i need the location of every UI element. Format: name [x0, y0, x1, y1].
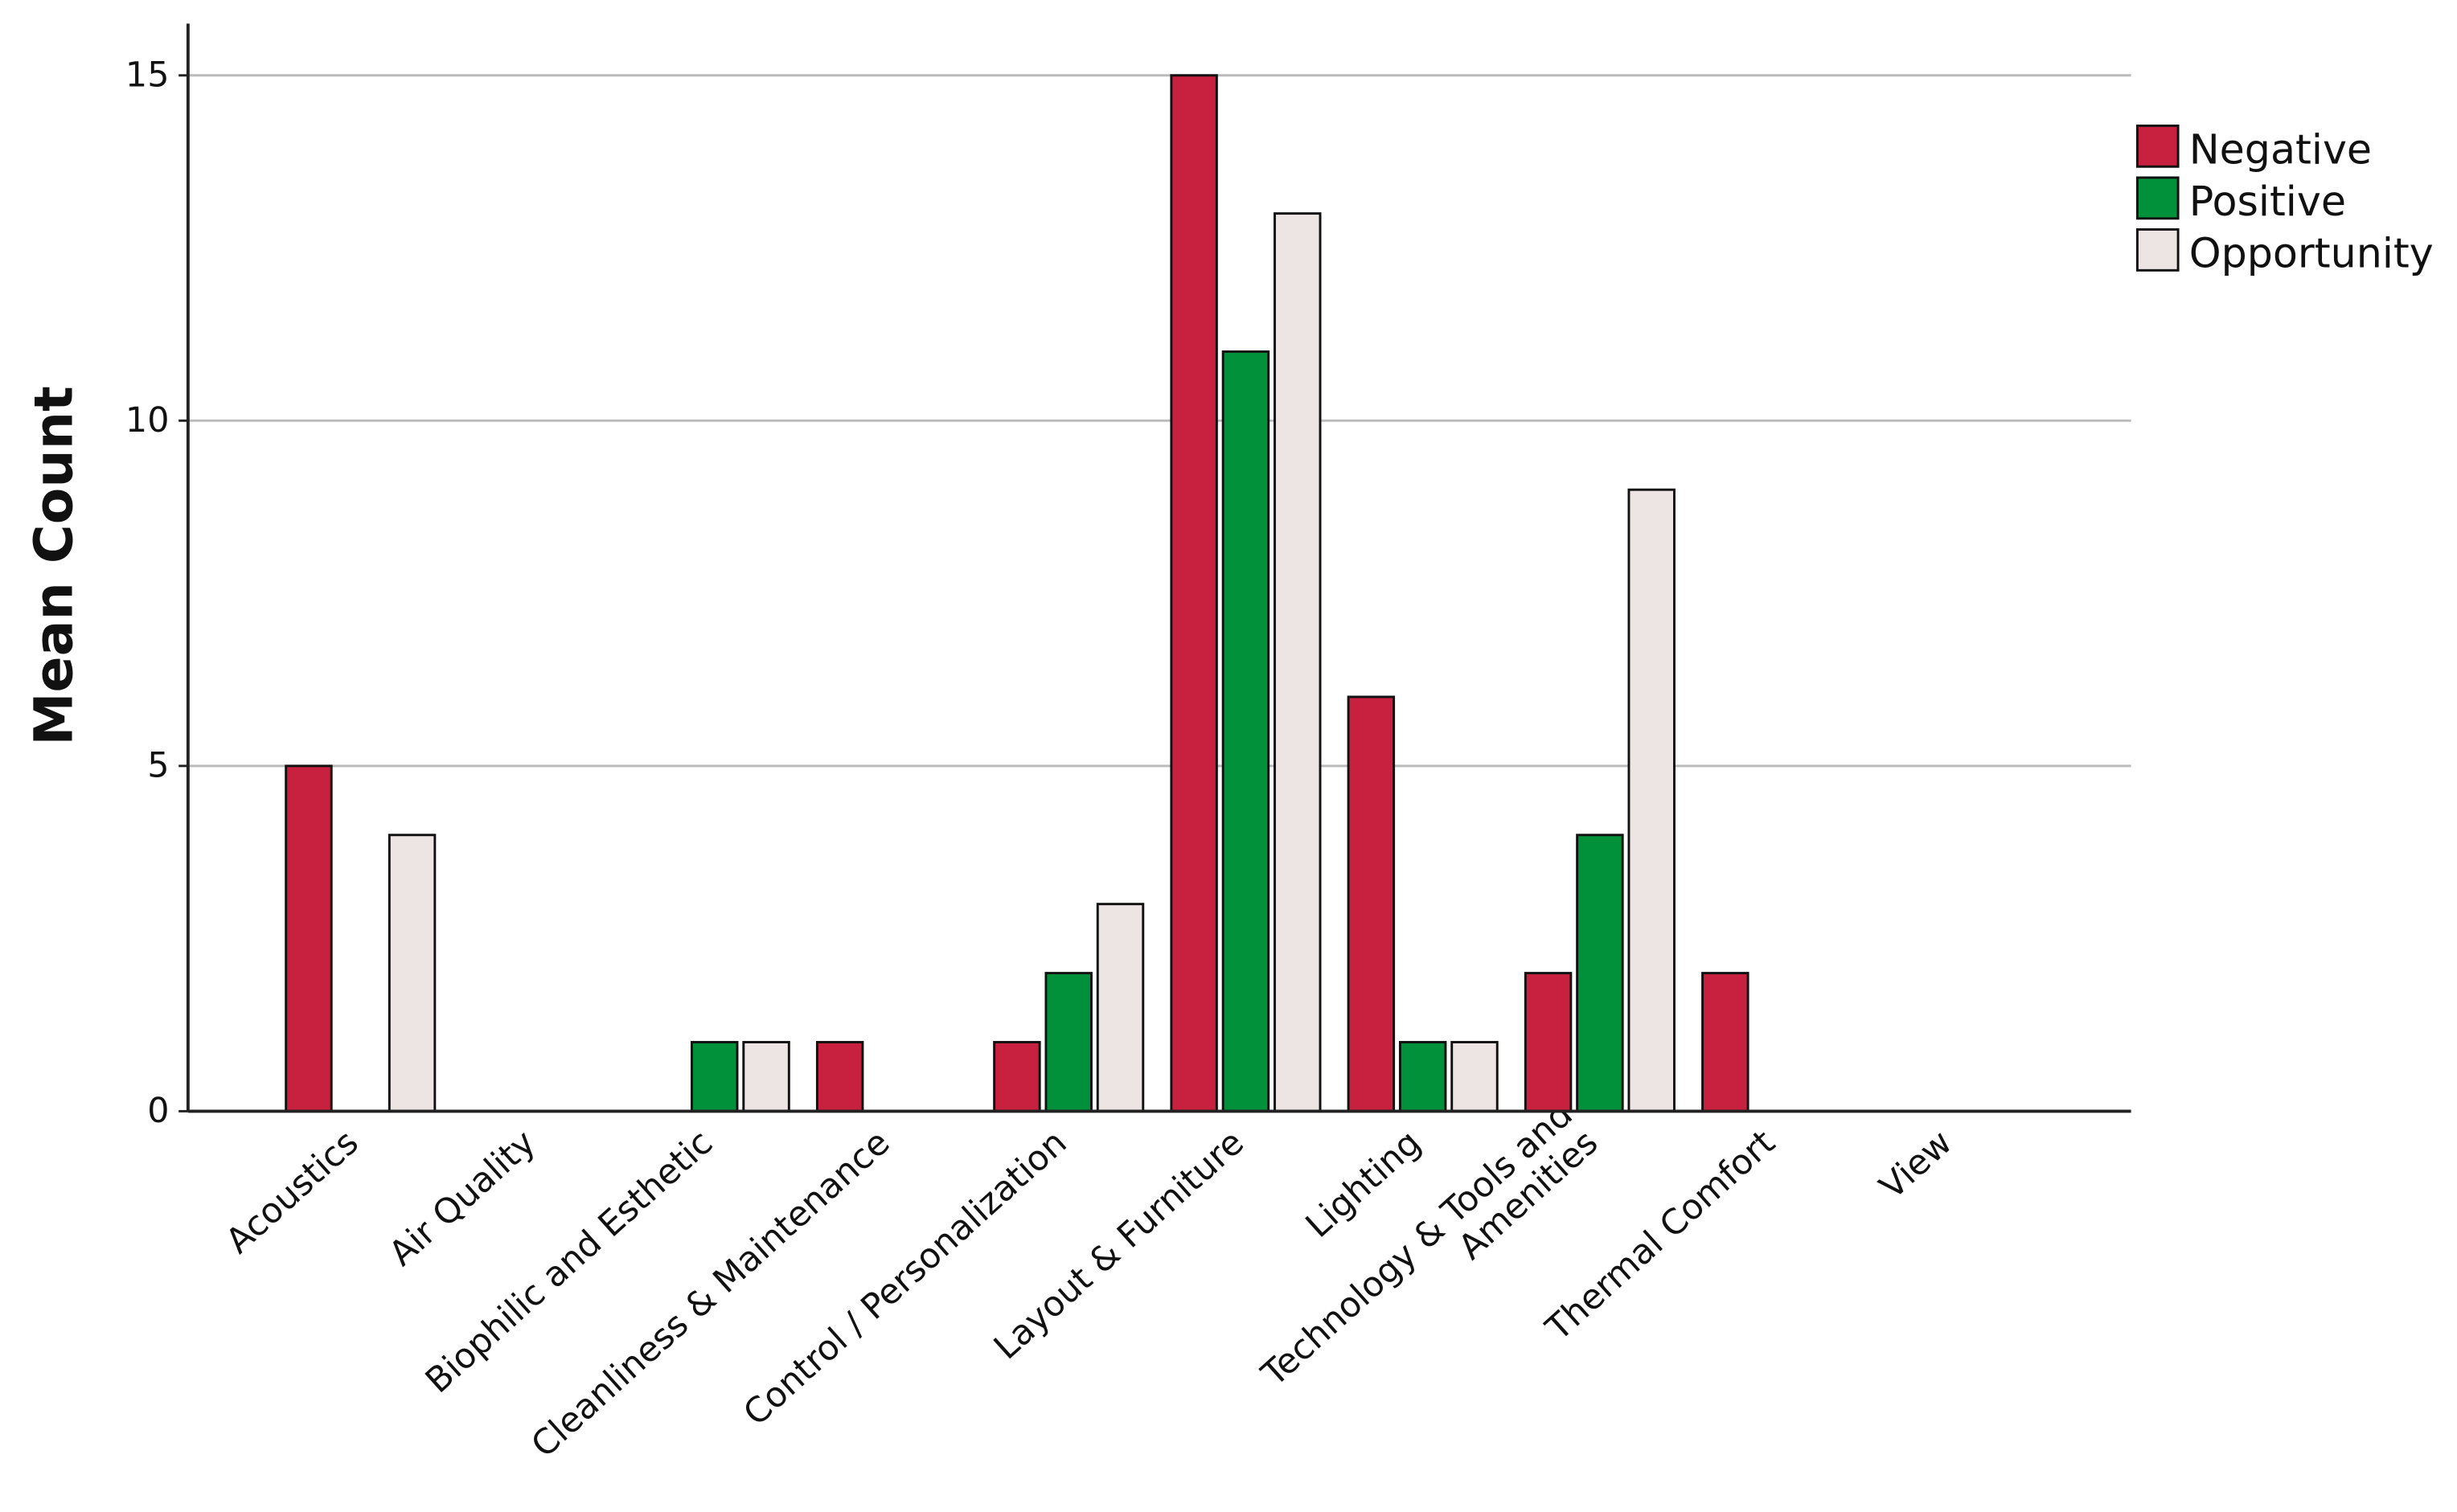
bar — [1221, 350, 1270, 1112]
bar — [815, 1041, 864, 1112]
x-tick-label: Biophilic and Esthetic — [418, 1122, 720, 1401]
bar — [1524, 972, 1573, 1112]
bar — [1398, 1041, 1447, 1112]
legend-swatch — [2135, 176, 2180, 220]
y-tick-label: 0 — [147, 1091, 169, 1131]
legend-swatch — [2135, 228, 2180, 272]
bar — [691, 1041, 739, 1112]
x-tick-label: Technology & Tools andAmenities — [1253, 1094, 1606, 1423]
y-tick-label: 15 — [125, 55, 170, 95]
bar — [1170, 74, 1218, 1112]
y-axis-title: Mean Count — [23, 386, 85, 745]
x-tick-label: View — [1872, 1122, 1960, 1207]
bar — [1274, 212, 1322, 1112]
x-tick-label: Cleanliness & Maintenance — [524, 1122, 898, 1465]
bar — [1701, 972, 1749, 1112]
y-tick-label: 5 — [147, 745, 169, 785]
x-tick-label: Air Quality — [382, 1122, 543, 1274]
y-tick-label: 10 — [125, 400, 170, 440]
bar — [1347, 695, 1396, 1112]
bar — [1576, 834, 1624, 1112]
bar — [742, 1041, 790, 1112]
bar — [1096, 903, 1145, 1112]
legend-label: Opportunity — [2189, 229, 2434, 277]
bar — [1450, 1041, 1499, 1112]
legend-swatch — [2135, 124, 2180, 168]
bar — [1044, 972, 1093, 1112]
x-tick-label: Control / Personalization — [736, 1122, 1074, 1433]
x-tick-label: Acoustics — [219, 1122, 367, 1261]
bar — [388, 834, 437, 1112]
bar — [285, 764, 333, 1112]
bar — [1627, 488, 1676, 1112]
legend-label: Negative — [2189, 125, 2372, 173]
bar — [993, 1041, 1041, 1112]
legend-label: Positive — [2189, 178, 2346, 225]
